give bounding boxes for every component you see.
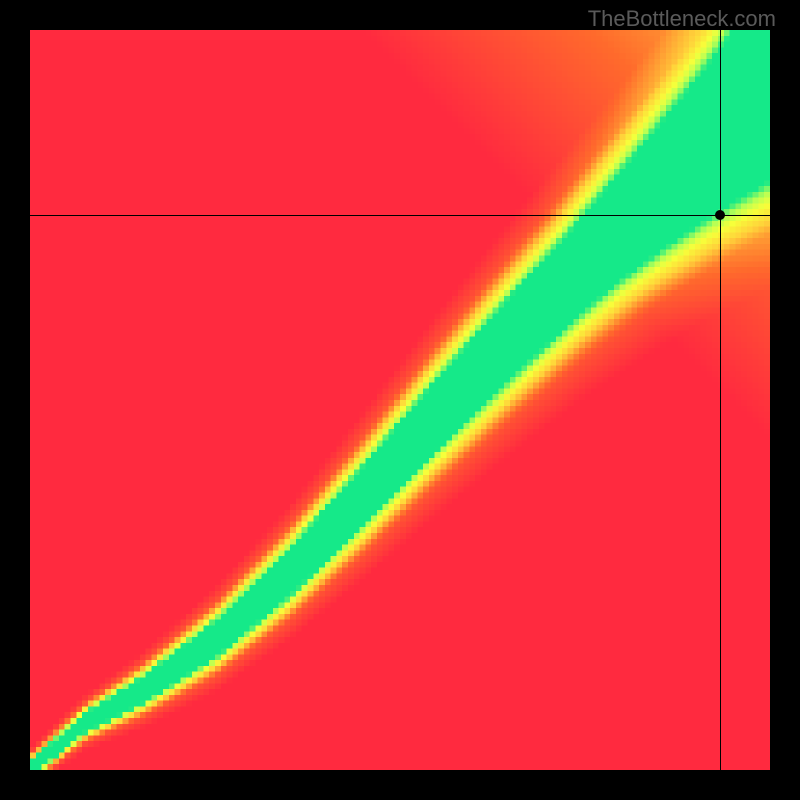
heatmap-canvas <box>30 30 770 770</box>
heatmap-plot-area <box>30 30 770 770</box>
chart-container: TheBottleneck.com <box>0 0 800 800</box>
crosshair-horizontal <box>30 215 770 216</box>
crosshair-marker <box>715 210 725 220</box>
watermark-text: TheBottleneck.com <box>588 6 776 32</box>
crosshair-vertical <box>720 30 721 770</box>
